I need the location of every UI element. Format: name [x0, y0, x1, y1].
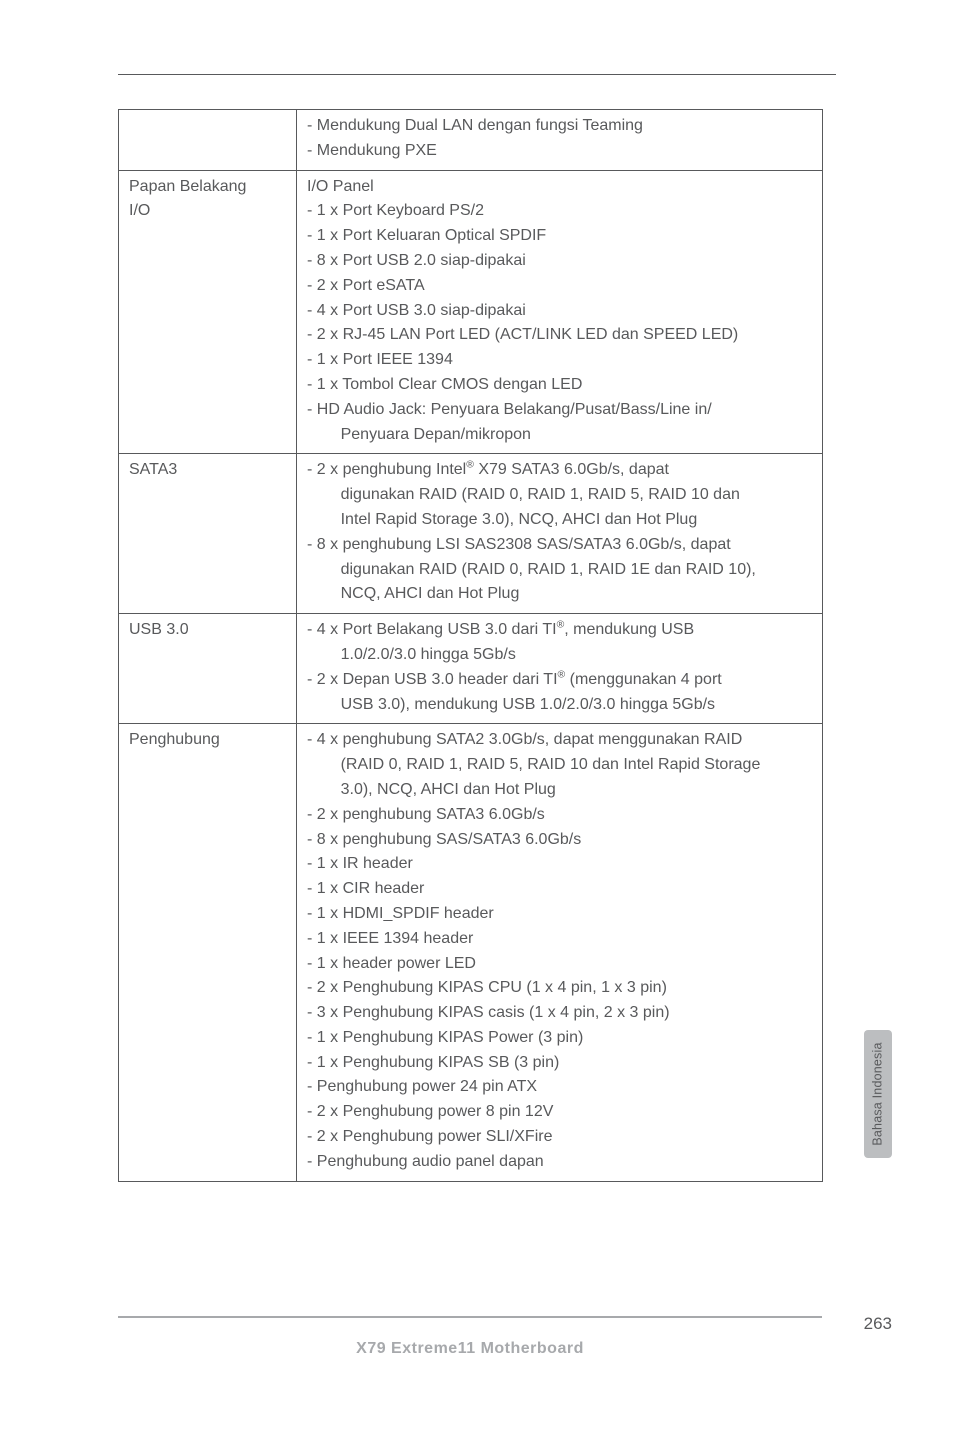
- spec-line: - 2 x Depan USB 3.0 header dari TI® (men…: [307, 668, 814, 693]
- spec-line: - Penghubung audio panel dapan: [307, 1150, 814, 1175]
- row-content: - 4 x Port Belakang USB 3.0 dari TI®, me…: [297, 614, 823, 724]
- row-label: Penghubung: [119, 724, 297, 1181]
- spec-line: - 1 x Penghubung KIPAS SB (3 pin): [307, 1051, 814, 1076]
- spec-line: - 1 x IEEE 1394 header: [307, 927, 814, 952]
- spec-line: - 8 x Port USB 2.0 siap-dipakai: [307, 249, 814, 274]
- page: - Mendukung Dual LAN dengan fungsi Teami…: [0, 0, 954, 1432]
- language-side-tab: Bahasa Indonesia: [864, 1030, 892, 1158]
- footer-rule: [118, 1316, 822, 1318]
- page-number: 263: [864, 1314, 892, 1334]
- spec-line: - 1 x Port IEEE 1394: [307, 348, 814, 373]
- spec-table: - Mendukung Dual LAN dengan fungsi Teami…: [118, 109, 823, 1182]
- row-content: - 4 x penghubung SATA2 3.0Gb/s, dapat me…: [297, 724, 823, 1181]
- spec-line: - 4 x Port Belakang USB 3.0 dari TI®, me…: [307, 618, 814, 643]
- spec-line: - 2 x penghubung SATA3 6.0Gb/s: [307, 803, 814, 828]
- spec-line: - 1 x Port Keluaran Optical SPDIF: [307, 224, 814, 249]
- spec-line: digunakan RAID (RAID 0, RAID 1, RAID 1E …: [307, 558, 814, 583]
- spec-line: Penyuara Depan/mikropon: [307, 423, 814, 448]
- spec-line: - 1 x header power LED: [307, 952, 814, 977]
- spec-line: - 8 x penghubung LSI SAS2308 SAS/SATA3 6…: [307, 533, 814, 558]
- footer-title: X79 Extreme11 Motherboard: [118, 1340, 822, 1358]
- spec-line: - 2 x Port eSATA: [307, 274, 814, 299]
- spec-line: 1.0/2.0/3.0 hingga 5Gb/s: [307, 643, 814, 668]
- spec-line: - 4 x Port USB 3.0 siap-dipakai: [307, 299, 814, 324]
- spec-line: USB 3.0), mendukung USB 1.0/2.0/3.0 hing…: [307, 693, 814, 718]
- table-row: Penghubung - 4 x penghubung SATA2 3.0Gb/s…: [119, 724, 823, 1181]
- spec-line: - 2 x Penghubung power SLI/XFire: [307, 1125, 814, 1150]
- row-content: - 2 x penghubung Intel® X79 SATA3 6.0Gb/…: [297, 454, 823, 614]
- table-row: Papan BelakangI/OI/O Panel- 1 x Port Key…: [119, 170, 823, 454]
- row-label: SATA3: [119, 454, 297, 614]
- row-content: I/O Panel- 1 x Port Keyboard PS/2- 1 x P…: [297, 170, 823, 454]
- row-content: - Mendukung Dual LAN dengan fungsi Teami…: [297, 110, 823, 171]
- spec-line: - 1 x Port Keyboard PS/2: [307, 199, 814, 224]
- spec-line: - Mendukung Dual LAN dengan fungsi Teami…: [307, 114, 814, 139]
- spec-line: (RAID 0, RAID 1, RAID 5, RAID 10 dan Int…: [307, 753, 814, 778]
- row-label: USB 3.0: [119, 614, 297, 724]
- spec-line: 3.0), NCQ, AHCI dan Hot Plug: [307, 778, 814, 803]
- spec-line: - 1 x CIR header: [307, 877, 814, 902]
- spec-line: - 3 x Penghubung KIPAS casis (1 x 4 pin,…: [307, 1001, 814, 1026]
- spec-line: I/O Panel: [307, 175, 814, 200]
- row-label: [119, 110, 297, 171]
- spec-line: - 2 x Penghubung KIPAS CPU (1 x 4 pin, 1…: [307, 976, 814, 1001]
- spec-line: - 4 x penghubung SATA2 3.0Gb/s, dapat me…: [307, 728, 814, 753]
- spec-line: Intel Rapid Storage 3.0), NCQ, AHCI dan …: [307, 508, 814, 533]
- row-label: Papan BelakangI/O: [119, 170, 297, 454]
- spec-table-body: - Mendukung Dual LAN dengan fungsi Teami…: [119, 110, 823, 1182]
- spec-line: digunakan RAID (RAID 0, RAID 1, RAID 5, …: [307, 483, 814, 508]
- spec-line: - 2 x RJ-45 LAN Port LED (ACT/LINK LED d…: [307, 323, 814, 348]
- top-rule: [118, 74, 836, 75]
- spec-line: - 2 x penghubung Intel® X79 SATA3 6.0Gb/…: [307, 458, 814, 483]
- table-row: USB 3.0 - 4 x Port Belakang USB 3.0 dari …: [119, 614, 823, 724]
- spec-line: - 2 x Penghubung power 8 pin 12V: [307, 1100, 814, 1125]
- spec-line: - 1 x IR header: [307, 852, 814, 877]
- spec-line: NCQ, AHCI dan Hot Plug: [307, 582, 814, 607]
- spec-line: - Mendukung PXE: [307, 139, 814, 164]
- spec-line: - 1 x Penghubung KIPAS Power (3 pin): [307, 1026, 814, 1051]
- table-row: SATA3 - 2 x penghubung Intel® X79 SATA3 6…: [119, 454, 823, 614]
- spec-line: - 1 x HDMI_SPDIF header: [307, 902, 814, 927]
- language-label: Bahasa Indonesia: [871, 1042, 885, 1145]
- spec-line: - 1 x Tombol Clear CMOS dengan LED: [307, 373, 814, 398]
- table-row: - Mendukung Dual LAN dengan fungsi Teami…: [119, 110, 823, 171]
- spec-line: - Penghubung power 24 pin ATX: [307, 1075, 814, 1100]
- spec-line: - 8 x penghubung SAS/SATA3 6.0Gb/s: [307, 828, 814, 853]
- spec-line: - HD Audio Jack: Penyuara Belakang/Pusat…: [307, 398, 814, 423]
